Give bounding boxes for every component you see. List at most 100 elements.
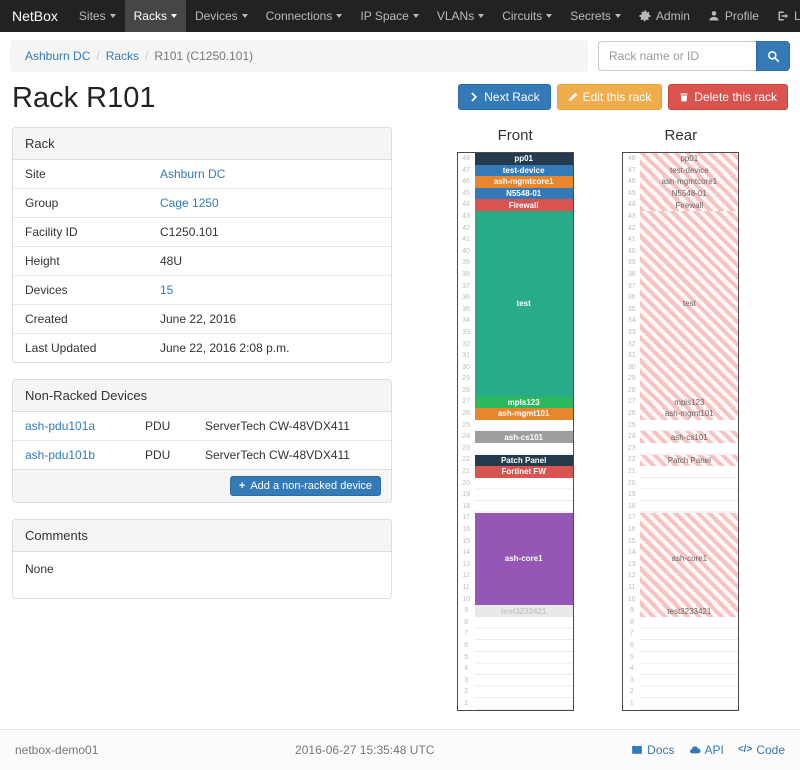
rack-device-front[interactable]: test-device — [474, 164, 573, 177]
nav-item-secrets[interactable]: Secrets — [561, 0, 630, 32]
code-link[interactable]: </> Code — [738, 743, 785, 757]
table-row: Last Updated June 22, 2016 2:08 p.m. — [13, 333, 391, 362]
main-content: Rack Site Ashburn DC Group Cage 1250 Facil… — [0, 121, 800, 711]
rack-device-front[interactable]: ash-core1 — [474, 512, 573, 606]
rack-device-rear[interactable]: Firewall — [640, 199, 739, 211]
rack-device-rear[interactable]: Patch Panel — [640, 454, 739, 467]
rack-device-rear[interactable]: pp01 — [640, 153, 739, 165]
rack-device-front[interactable]: ash-cs101 — [474, 431, 573, 443]
unit-number: 41 — [462, 236, 471, 244]
api-link[interactable]: API — [689, 743, 724, 757]
logout-label: Log out — [793, 9, 800, 23]
unit-number: 12 — [462, 572, 471, 580]
logout-link[interactable]: Log out — [768, 0, 800, 32]
brand-logo[interactable]: NetBox — [12, 8, 58, 24]
unit-numbers-column: 48 47 46 45 44 43 42 41 40 39 38 37 36 35 34 33 32 31 30 29… — [623, 153, 640, 710]
unit-number: 42 — [462, 224, 471, 232]
rack-device-front[interactable]: Firewall — [474, 199, 573, 211]
attr-label: Last Updated — [13, 333, 148, 362]
breadcrumb-racks-link[interactable]: Racks — [105, 49, 140, 63]
front-units-area: pp01 test-device ash-mgmtcore1 N5548-01 Fire… — [474, 153, 573, 710]
device-model: ServerTech CW-48VDX411 — [205, 419, 350, 433]
unit-number: 26 — [462, 410, 471, 418]
gear-icon — [639, 10, 651, 22]
group-link[interactable]: Cage 1250 — [160, 196, 219, 210]
device-link[interactable]: ash-pdu101a — [25, 419, 96, 433]
profile-link[interactable]: Profile — [699, 0, 768, 32]
front-elevation-title: Front — [497, 127, 533, 144]
table-row: Site Ashburn DC — [13, 160, 391, 189]
unit-number: 34 — [627, 317, 636, 325]
admin-link[interactable]: Admin — [630, 0, 699, 32]
breadcrumb-current: R101 (C1250.101) — [154, 49, 254, 63]
unit-number: 9 — [629, 607, 634, 615]
front-rack: 48 47 46 45 44 43 42 41 40 39 38 37 36 35 34 33 32 31 30 29… — [456, 152, 574, 711]
nav-item-connections[interactable]: Connections — [257, 0, 352, 32]
rear-elevation: Rear 48 47 46 45 44 43 42 41 40 39 38 37 36 35 34 33 32 3… — [622, 127, 740, 711]
rack-device-rear[interactable]: test3233421 — [640, 605, 739, 617]
non-racked-panel: Non-Racked Devices ash-pdu101a PDU Serve… — [12, 379, 392, 503]
rack-device-rear[interactable]: mpls123 — [640, 396, 739, 409]
search-input[interactable] — [598, 41, 756, 71]
rack-device-rear[interactable]: N5548-01 — [640, 187, 739, 200]
nav-item-devices[interactable]: Devices — [186, 0, 257, 32]
add-non-racked-device-button[interactable]: + Add a non-racked device — [229, 476, 381, 496]
rack-device-front[interactable]: Fortinet FW — [474, 466, 573, 478]
unit-number: 33 — [627, 328, 636, 336]
rack-device-front[interactable]: ash-mgmtcore1 — [474, 176, 573, 188]
breadcrumb-site-link[interactable]: Ashburn DC — [25, 49, 91, 63]
chevron-down-icon — [614, 14, 621, 18]
delete-rack-button[interactable]: Delete this rack — [668, 84, 788, 110]
unit-number: 20 — [462, 479, 471, 487]
admin-label: Admin — [655, 9, 690, 23]
unit-number: 40 — [627, 247, 636, 255]
unit-number: 19 — [627, 491, 636, 499]
chevron-down-icon — [109, 14, 116, 18]
unit-number: 9 — [464, 607, 469, 615]
chevron-down-icon — [170, 14, 177, 18]
search-button[interactable] — [756, 41, 790, 71]
nav-item-vlans[interactable]: VLANs — [428, 0, 493, 32]
docs-link[interactable]: Docs — [631, 743, 675, 757]
rack-device-rear[interactable]: test — [640, 211, 739, 397]
rack-device-rear[interactable]: ash-mgmt101 — [640, 408, 739, 420]
rack-device-rear[interactable]: test-device — [640, 164, 739, 177]
device-link[interactable]: ash-pdu101b — [25, 448, 96, 462]
attr-label: Created — [13, 304, 148, 334]
nav-item-sites[interactable]: Sites — [70, 0, 125, 32]
trash-icon — [680, 92, 689, 102]
rack-device-rear[interactable]: ash-mgmtcore1 — [640, 176, 739, 188]
table-row: ash-pdu101a PDU ServerTech CW-48VDX411 — [13, 412, 391, 441]
rack-device-front[interactable]: test3233421 — [474, 605, 573, 617]
unit-number: 18 — [627, 502, 636, 510]
unit-number: 22 — [627, 456, 636, 464]
unit-number: 47 — [627, 166, 636, 174]
rack-device-front[interactable]: N5548-01 — [474, 187, 573, 200]
rack-device-front[interactable]: Patch Panel — [474, 454, 573, 467]
edit-rack-button[interactable]: Edit this rack — [556, 84, 663, 110]
nav-item-ip-space[interactable]: IP Space — [351, 0, 427, 32]
rack-device-front[interactable]: test — [474, 211, 573, 397]
nav-label: Circuits — [502, 9, 543, 23]
rack-device-rear[interactable]: ash-core1 — [640, 512, 739, 606]
unit-number: 20 — [627, 479, 636, 487]
rack-device-front[interactable]: mpls123 — [474, 396, 573, 409]
rack-device-rear[interactable]: ash-cs101 — [640, 431, 739, 443]
table-row: Group Cage 1250 — [13, 188, 391, 218]
rack-device-front[interactable]: pp01 — [474, 153, 573, 165]
unit-number: 4 — [464, 665, 469, 673]
unit-number: 23 — [627, 444, 636, 452]
devices-count-link[interactable]: 15 — [160, 283, 174, 297]
edit-rack-label: Edit this rack — [582, 90, 652, 104]
next-rack-label: Next Rack — [484, 90, 540, 104]
unit-number: 5 — [464, 653, 469, 661]
unit-number: 25 — [462, 421, 471, 429]
nav-item-racks[interactable]: Racks — [124, 0, 186, 32]
nav-item-circuits[interactable]: Circuits — [493, 0, 561, 32]
unit-number: 6 — [629, 641, 634, 649]
nav-label: VLANs — [436, 9, 475, 23]
rack-device-front[interactable]: ash-mgmt101 — [474, 408, 573, 420]
next-rack-button[interactable]: Next Rack — [458, 84, 551, 110]
site-link[interactable]: Ashburn DC — [160, 167, 226, 181]
comments-body: None — [25, 562, 54, 576]
